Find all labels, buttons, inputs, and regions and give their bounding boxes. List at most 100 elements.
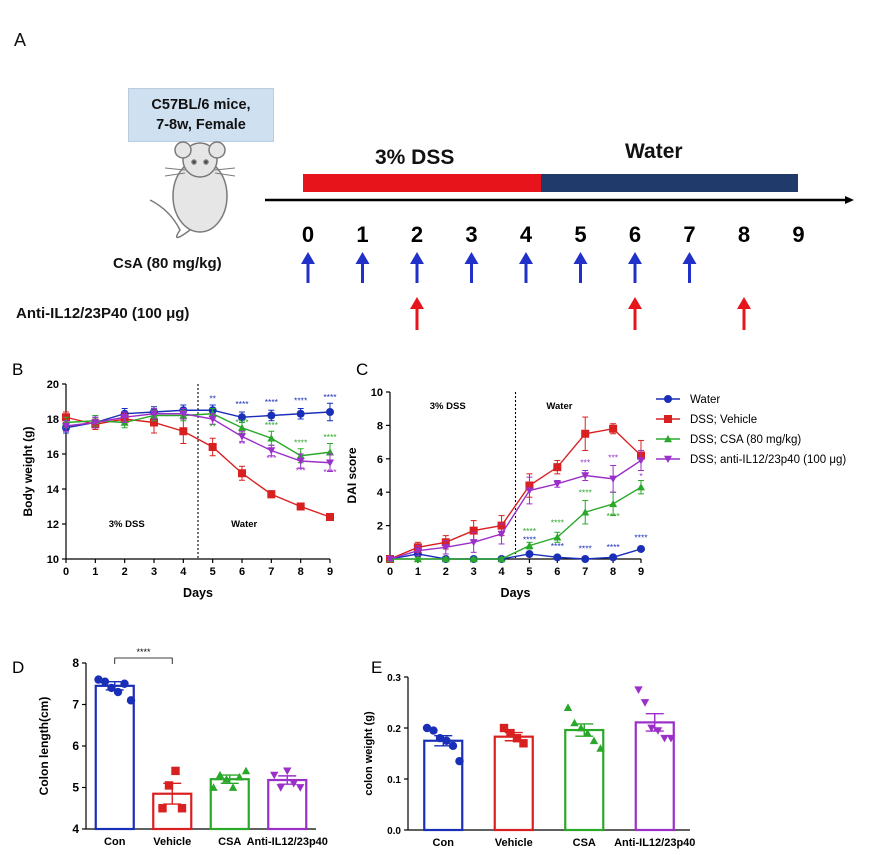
dss-phase-label: 3% DSS bbox=[375, 146, 455, 169]
x-tick-label: 9 bbox=[327, 566, 333, 578]
bar-group-1 bbox=[493, 723, 534, 832]
replicate-point bbox=[429, 726, 438, 735]
x-tick-label: 1 bbox=[92, 566, 98, 578]
timeline-day-5: 5 bbox=[574, 222, 586, 247]
significance-label: **** bbox=[294, 395, 308, 405]
x-tick-label: 1 bbox=[415, 566, 421, 578]
category-label: Anti-IL12/23p40 bbox=[614, 837, 695, 849]
y-tick-label: 16 bbox=[47, 449, 59, 461]
significance-label: **** bbox=[606, 542, 620, 552]
data-point bbox=[179, 427, 188, 436]
y-tick-label: 6 bbox=[72, 739, 79, 753]
replicate-point bbox=[660, 734, 669, 743]
data-point bbox=[497, 530, 506, 538]
significance-label: **** bbox=[606, 511, 620, 521]
bar bbox=[94, 684, 135, 831]
data-point bbox=[637, 544, 645, 553]
timeline-day-0: 0 bbox=[302, 222, 314, 247]
significance-label: *** bbox=[296, 465, 307, 475]
replicate-point bbox=[228, 783, 238, 791]
data-point bbox=[469, 539, 478, 547]
data-point bbox=[238, 433, 246, 441]
x-axis-title: Days bbox=[183, 586, 213, 600]
replicate-point bbox=[666, 734, 676, 743]
data-point bbox=[581, 472, 590, 480]
panel-label-b: B bbox=[12, 360, 23, 379]
data-point bbox=[609, 553, 618, 562]
dss-bar bbox=[303, 174, 541, 192]
legend-label: Water bbox=[690, 394, 720, 406]
data-point bbox=[267, 434, 276, 442]
data-point bbox=[91, 419, 100, 427]
significance-label: **** bbox=[579, 543, 593, 553]
category-label: Con bbox=[104, 836, 126, 848]
significance-bracket bbox=[114, 657, 173, 664]
data-point bbox=[525, 549, 534, 558]
significance-label: ** bbox=[209, 394, 216, 404]
y-tick-label: 4 bbox=[72, 822, 79, 836]
data-point bbox=[609, 424, 618, 433]
legend-marker bbox=[664, 415, 672, 423]
y-axis-title: Colon length(cm) bbox=[37, 697, 51, 796]
x-tick-label: 8 bbox=[298, 566, 304, 578]
data-point bbox=[62, 422, 70, 430]
data-point bbox=[238, 423, 246, 431]
y-tick-label: 12 bbox=[47, 519, 59, 531]
x-tick-label: 0 bbox=[63, 566, 69, 578]
csa-arrow-icon bbox=[301, 252, 315, 283]
data-point bbox=[637, 457, 645, 465]
data-point bbox=[267, 447, 276, 455]
replicate-point bbox=[241, 766, 251, 775]
significance-label: **** bbox=[323, 392, 337, 402]
significance-label: **** bbox=[235, 417, 249, 427]
bar-group-3 bbox=[267, 767, 308, 831]
chart-E: 0.0 0.1 0.2 0.3 colon weight (g) Con Vehicle CS… bbox=[363, 673, 695, 849]
data-point bbox=[553, 463, 562, 472]
replicate-point bbox=[94, 675, 103, 684]
x-tick-label: 7 bbox=[268, 566, 274, 578]
bar bbox=[493, 735, 534, 832]
significance-label: ** bbox=[239, 439, 246, 449]
csa-arrow-icon bbox=[628, 252, 642, 283]
replicate-point bbox=[448, 741, 458, 751]
csa-arrow-icon bbox=[355, 252, 370, 283]
csa-arrow-icon bbox=[682, 252, 697, 283]
data-point bbox=[386, 555, 394, 563]
bar bbox=[634, 721, 675, 832]
bar-group-2 bbox=[209, 766, 251, 831]
replicate-point bbox=[589, 736, 599, 745]
series-line bbox=[390, 486, 642, 560]
significance-label: **** bbox=[523, 526, 537, 536]
replicate-point bbox=[422, 723, 432, 733]
legend-entry: DSS; CSA (80 mg/kg) bbox=[656, 434, 801, 446]
data-point bbox=[150, 418, 158, 427]
replicate-point bbox=[126, 696, 136, 705]
bar-group-3 bbox=[634, 686, 676, 832]
replicate-point bbox=[435, 734, 445, 743]
data-point bbox=[296, 457, 305, 465]
significance-label: **** bbox=[265, 397, 279, 407]
legend-label: DSS; anti-IL12/23p40 (100 μg) bbox=[690, 454, 846, 466]
x-tick-label: 4 bbox=[180, 566, 187, 578]
data-point bbox=[525, 541, 534, 549]
bar-group-2 bbox=[563, 703, 605, 832]
replicate-point bbox=[634, 686, 643, 694]
data-point bbox=[238, 413, 246, 422]
data-point bbox=[609, 499, 618, 508]
replicate-point bbox=[583, 728, 592, 737]
data-point bbox=[441, 544, 450, 552]
x-tick-label: 2 bbox=[443, 566, 449, 578]
replicate-point bbox=[171, 766, 180, 776]
replicate-point bbox=[283, 767, 292, 776]
csa-dose-label: CsA (80 mg/kg) bbox=[113, 255, 222, 272]
replicate-point bbox=[519, 739, 528, 748]
replicate-point bbox=[177, 804, 187, 813]
anti-il12-arrow-icon bbox=[737, 297, 751, 330]
replicate-point bbox=[107, 683, 116, 693]
legend-label: DSS; CSA (80 mg/kg) bbox=[690, 434, 801, 446]
data-point bbox=[469, 526, 478, 535]
data-point bbox=[267, 411, 276, 420]
x-tick-label: 6 bbox=[554, 566, 560, 578]
csa-arrow-icon bbox=[519, 252, 533, 283]
